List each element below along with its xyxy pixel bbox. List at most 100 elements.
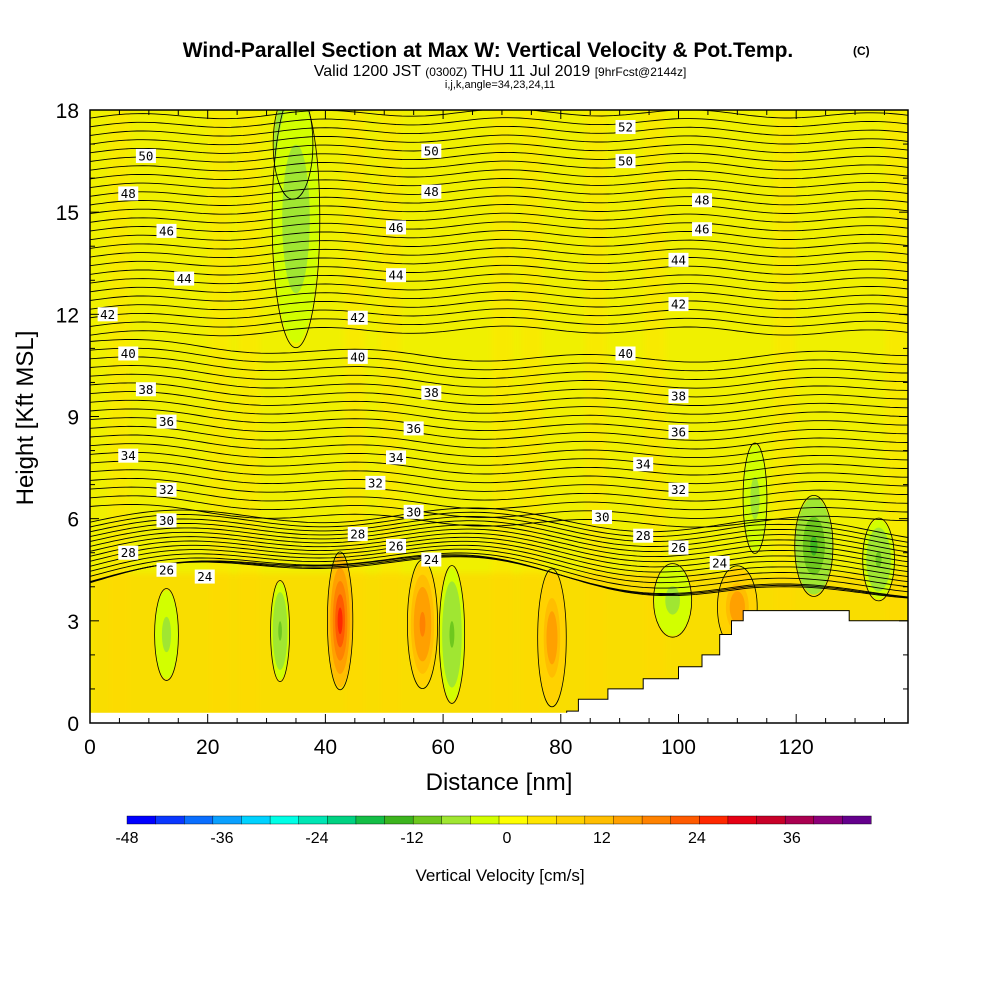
theta-label-bg bbox=[692, 222, 713, 237]
colorbar-swatch-19 bbox=[670, 815, 700, 825]
velocity-cell-2 bbox=[538, 571, 566, 705]
theta-contour-40 bbox=[90, 282, 908, 293]
colorbar: -48 -36 -24 -12 0 12 24 36 bbox=[115, 815, 872, 847]
velocity-cell-6-level-4 bbox=[810, 536, 818, 556]
theta-label-bg bbox=[421, 184, 442, 199]
theta-label-bg bbox=[156, 562, 177, 577]
theta-label-13: 42 bbox=[97, 307, 118, 322]
x-tick-label: 40 bbox=[314, 736, 337, 759]
colorbar-tick-label: -48 bbox=[115, 830, 138, 847]
theta-contour-61 bbox=[208, 110, 240, 111]
velocity-bands bbox=[90, 110, 908, 723]
velocity-cell-10 bbox=[654, 564, 691, 636]
theta-label-bg bbox=[421, 552, 442, 567]
velocity-cell-5-level-4 bbox=[291, 194, 301, 244]
velocity-cell-5 bbox=[273, 110, 319, 343]
theta-label-19: 38 bbox=[135, 382, 156, 397]
closed-velocity-contours bbox=[154, 110, 895, 708]
theta-contour-39 bbox=[90, 290, 908, 302]
theta-label-10: 44 bbox=[174, 271, 195, 286]
theta-label-4: 48 bbox=[118, 186, 139, 201]
colorbar-swatch-15 bbox=[556, 815, 586, 825]
theta-label-text: 36 bbox=[159, 414, 174, 429]
y-tick-label: 12 bbox=[56, 304, 79, 327]
colorbar-swatch-5 bbox=[269, 815, 300, 825]
theta-label-bg bbox=[692, 193, 713, 208]
theta-contour-10 bbox=[90, 524, 908, 558]
theta-contour-33 bbox=[90, 347, 908, 372]
theta-label-bg bbox=[347, 310, 368, 325]
theta-contour-59 bbox=[90, 117, 908, 128]
theta-contour-16 bbox=[90, 495, 908, 519]
theta-contour-37 bbox=[90, 308, 908, 319]
theta-contour-35 bbox=[90, 325, 908, 337]
chart-subtitle: Valid 1200 JST (0300Z) THU 11 Jul 2019 [… bbox=[314, 63, 687, 80]
velocity-contour-2 bbox=[537, 568, 567, 708]
theta-contour-12 bbox=[90, 516, 908, 548]
theta-label-12: 44 bbox=[668, 252, 689, 267]
theta-label-bg bbox=[365, 475, 386, 490]
theta-contour-1 bbox=[90, 555, 908, 598]
colorbar-swatch-8 bbox=[355, 815, 386, 825]
x-tick-label: 20 bbox=[196, 736, 219, 759]
theta-contour-49 bbox=[90, 204, 908, 215]
colorbar-swatch-23 bbox=[784, 815, 815, 825]
colorbar-swatch-4 bbox=[241, 815, 271, 825]
theta-label-bg bbox=[668, 389, 689, 404]
theta-label-text: 46 bbox=[694, 222, 709, 237]
velocity-contour-8 bbox=[438, 565, 466, 704]
colorbar-swatch-7 bbox=[327, 815, 357, 825]
theta-label-40: 24 bbox=[194, 569, 215, 584]
theta-label-text: 30 bbox=[159, 513, 174, 528]
theta-label-bg bbox=[174, 271, 195, 286]
theta-label-23: 36 bbox=[403, 421, 424, 436]
theta-contours bbox=[90, 110, 908, 599]
theta-label-bg bbox=[668, 424, 689, 439]
colorbar-swatch-14 bbox=[527, 815, 557, 825]
theta-contour-27 bbox=[90, 399, 908, 424]
colorbar-swatch-1 bbox=[155, 815, 185, 825]
velocity-band-6 bbox=[520, 110, 542, 723]
y-tick-label: 18 bbox=[56, 100, 79, 123]
colorbar-tick-label: 36 bbox=[783, 830, 801, 847]
velocity-cell-12-level-4 bbox=[875, 551, 882, 568]
theta-contour-18 bbox=[90, 477, 908, 502]
theta-label-41: 24 bbox=[421, 552, 442, 567]
theta-label-text: 50 bbox=[138, 148, 153, 163]
theta-contour-58 bbox=[90, 125, 908, 137]
theta-label-text: 50 bbox=[424, 143, 439, 158]
colorbar-tick-label: -36 bbox=[210, 830, 233, 847]
theta-label-1: 50 bbox=[135, 148, 156, 163]
theta-label-text: 36 bbox=[671, 424, 686, 439]
colorbar-swatch-0 bbox=[126, 815, 157, 825]
theta-contour-29 bbox=[90, 382, 908, 406]
theta-label-text: 48 bbox=[121, 186, 136, 201]
colorbar-tick-label: 12 bbox=[593, 830, 611, 847]
theta-label-28: 32 bbox=[156, 482, 177, 497]
theta-contour-60 bbox=[90, 110, 908, 120]
theta-contour-57 bbox=[90, 134, 908, 146]
theta-label-text: 32 bbox=[159, 482, 174, 497]
theta-label-bg bbox=[591, 509, 612, 524]
theta-label-bg bbox=[156, 482, 177, 497]
theta-label-20: 38 bbox=[421, 385, 442, 400]
theta-contour-0 bbox=[90, 554, 908, 599]
theta-label-bg bbox=[194, 569, 215, 584]
colorbar-label: Vertical Velocity [cm/s] bbox=[415, 866, 584, 885]
theta-label-3: 50 bbox=[615, 154, 636, 169]
y-tick-label: 15 bbox=[56, 202, 79, 225]
theta-label-bg bbox=[118, 186, 139, 201]
velocity-cell-7 bbox=[270, 582, 290, 680]
theta-label-text: 40 bbox=[121, 346, 136, 361]
theta-label-16: 40 bbox=[118, 346, 139, 361]
y-tick-label: 3 bbox=[67, 611, 79, 634]
colorbar-swatch-13 bbox=[498, 815, 529, 825]
theta-contour-52 bbox=[90, 178, 908, 189]
colorbar-swatch-12 bbox=[470, 815, 500, 825]
velocity-cell-2-level-4 bbox=[549, 624, 555, 652]
theta-label-bg bbox=[709, 555, 730, 570]
theta-label-31: 30 bbox=[156, 513, 177, 528]
theta-label-bg bbox=[615, 346, 636, 361]
theta-contour-41 bbox=[90, 273, 908, 285]
theta-contour-4 bbox=[90, 548, 908, 588]
